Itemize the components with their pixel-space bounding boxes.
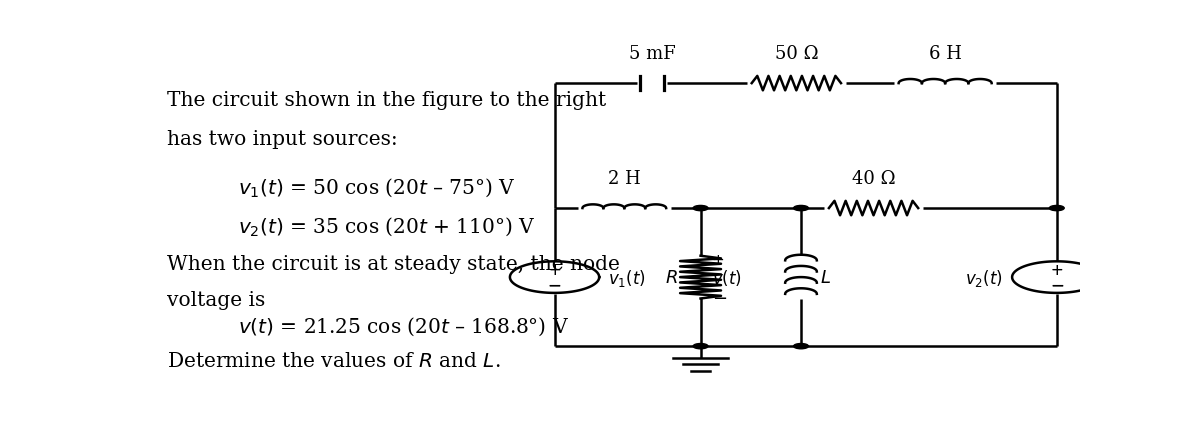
Text: $L$: $L$ (820, 268, 830, 286)
Text: −: − (1050, 276, 1063, 294)
Text: $v_1(t)$ = 50 cos (20$t$ – 75°) V: $v_1(t)$ = 50 cos (20$t$ – 75°) V (239, 176, 516, 199)
Text: has two input sources:: has two input sources: (167, 130, 397, 149)
Circle shape (793, 206, 809, 211)
Text: −: − (712, 290, 727, 308)
Text: $v(t)$: $v(t)$ (712, 268, 742, 288)
Text: 40 Ω: 40 Ω (852, 169, 895, 187)
Text: +: + (1050, 262, 1063, 277)
Text: $R$: $R$ (665, 268, 677, 286)
Text: $v_1(t)$: $v_1(t)$ (608, 267, 647, 288)
Circle shape (1049, 206, 1064, 211)
Text: When the circuit is at steady state, the node: When the circuit is at steady state, the… (167, 254, 619, 273)
Circle shape (694, 344, 708, 349)
Text: −: − (547, 276, 562, 294)
Text: 2 H: 2 H (608, 169, 641, 187)
Text: 50 Ω: 50 Ω (774, 45, 818, 63)
Text: Determine the values of $R$ and $L$.: Determine the values of $R$ and $L$. (167, 351, 500, 370)
Text: $v_2(t)$ = 35 cos (20$t$ + 110°) V: $v_2(t)$ = 35 cos (20$t$ + 110°) V (239, 215, 535, 238)
Text: +: + (1050, 262, 1063, 277)
Text: −: − (1050, 276, 1063, 294)
Text: $v(t)$ = 21.25 cos (20$t$ – 168.8°) V: $v(t)$ = 21.25 cos (20$t$ – 168.8°) V (239, 315, 569, 337)
Text: +: + (712, 252, 725, 267)
Text: −: − (547, 276, 562, 294)
Circle shape (793, 344, 809, 349)
Text: $v_2(t)$: $v_2(t)$ (965, 267, 1003, 288)
Text: 5 mF: 5 mF (629, 45, 676, 63)
Text: The circuit shown in the figure to the right: The circuit shown in the figure to the r… (167, 90, 606, 109)
Circle shape (694, 206, 708, 211)
Text: +: + (548, 262, 560, 277)
Text: voltage is: voltage is (167, 291, 265, 310)
Text: +: + (548, 262, 560, 277)
Text: 6 H: 6 H (929, 45, 961, 63)
